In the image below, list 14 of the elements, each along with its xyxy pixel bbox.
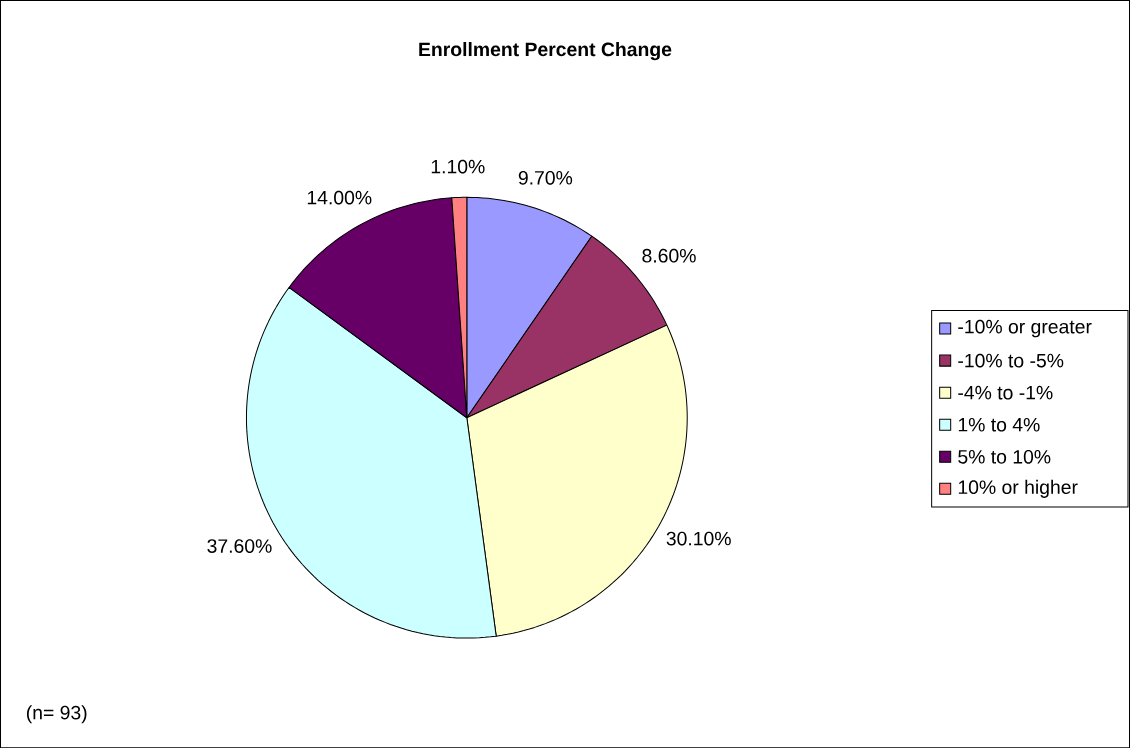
data-label: 8.60%	[642, 248, 696, 263]
legend-label: -10% to -5%	[958, 353, 1064, 368]
legend-label: 10% or higher	[958, 479, 1078, 498]
data-label: 37.60%	[207, 539, 272, 553]
legend-label: -4% to -1%	[958, 385, 1053, 400]
legend-label: -10% or greater	[958, 319, 1092, 338]
data-label: 1.10%	[431, 159, 485, 174]
text: (n= 93)	[26, 705, 87, 724]
chart-title: Enrollment Percent Change	[419, 41, 672, 60]
legend-label: 1% to 4%	[958, 417, 1040, 432]
legend-label: 5% to 10%	[958, 449, 1051, 464]
data-label: 30.10%	[666, 531, 731, 546]
data-label: 9.70%	[518, 170, 573, 185]
data-label: 14.00%	[307, 190, 372, 205]
